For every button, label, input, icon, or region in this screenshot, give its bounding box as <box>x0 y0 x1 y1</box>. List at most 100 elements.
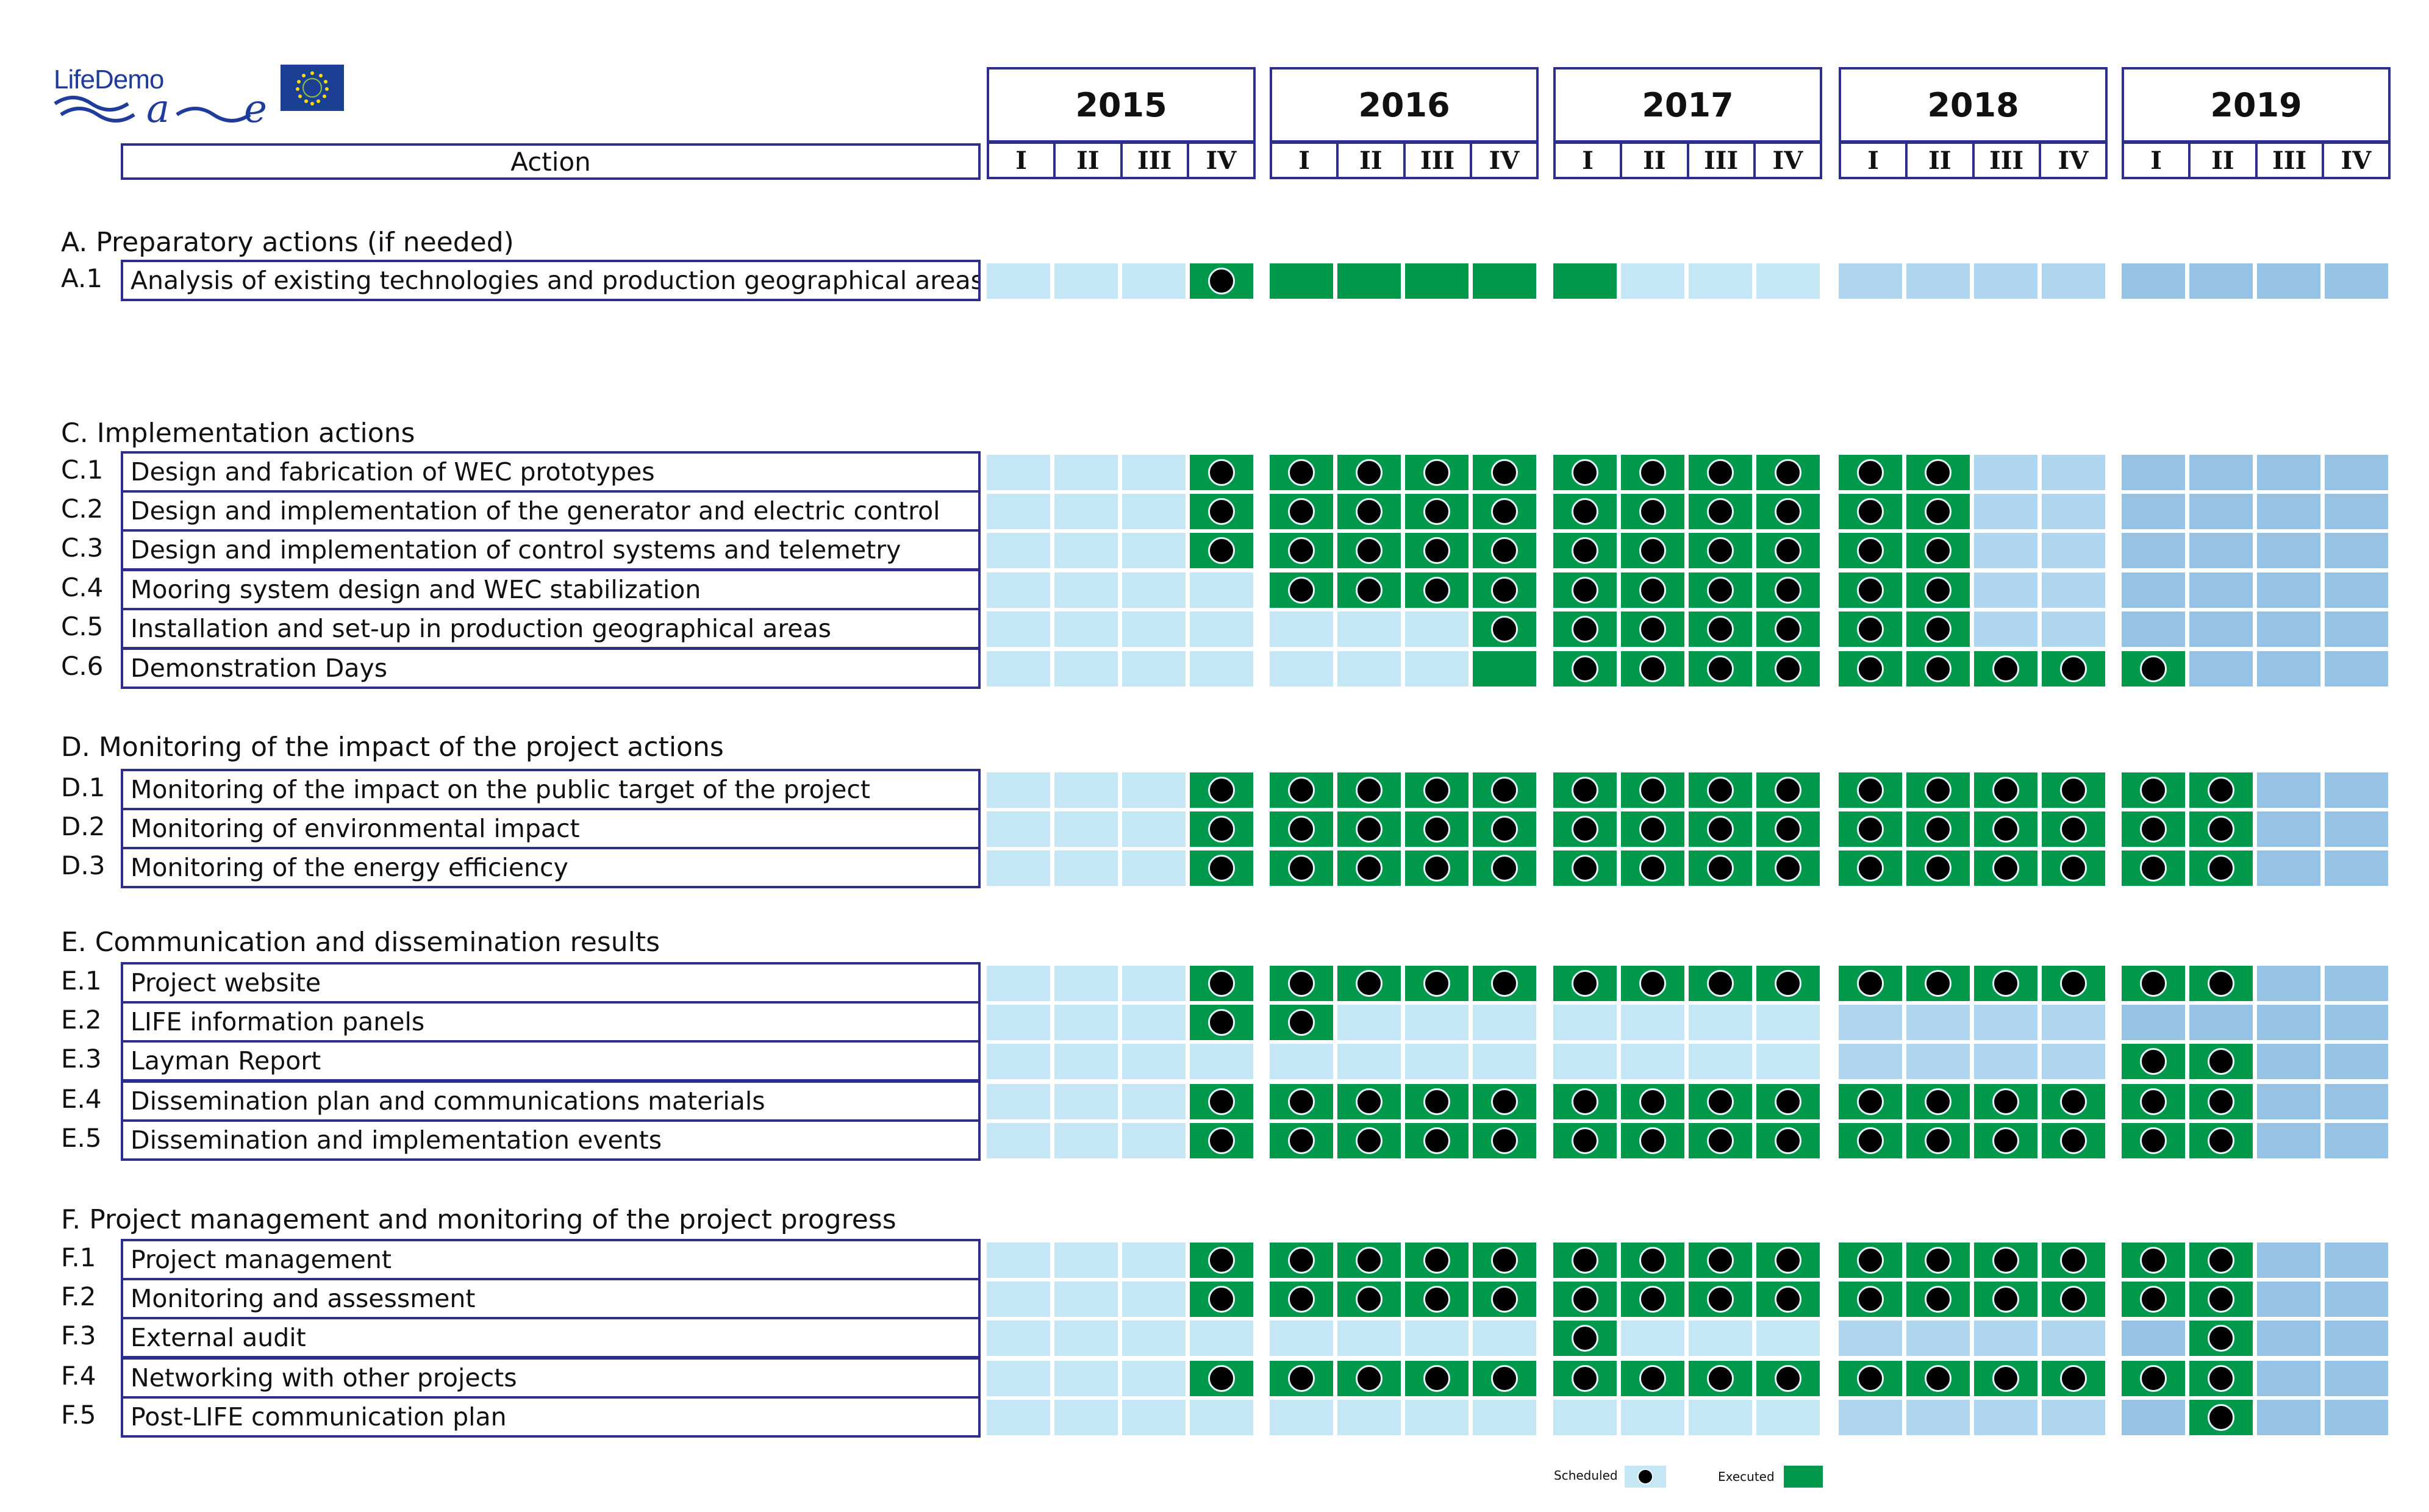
scheduled-dot-icon <box>1208 855 1235 882</box>
schedule-cell-empty <box>1337 612 1401 647</box>
section-title: A. Preparatory actions (if needed) <box>61 227 514 258</box>
schedule-cell-done <box>1689 966 1752 1001</box>
schedule-cell-done <box>1405 1282 1468 1317</box>
schedule-cell-empty <box>1756 1400 1820 1435</box>
schedule-cell-empty <box>1839 1400 1902 1435</box>
scheduled-dot-icon <box>1925 855 1951 882</box>
schedule-cell-done <box>1270 850 1333 886</box>
schedule-cell-done <box>1270 1123 1333 1158</box>
scheduled-dot-icon <box>1288 459 1315 486</box>
scheduled-dot-icon <box>1925 816 1951 843</box>
quarter-2019-III: III <box>2255 144 2322 177</box>
scheduled-dot-icon <box>1707 498 1734 525</box>
schedule-cell-empty <box>2257 1123 2320 1158</box>
schedule-cell-done <box>1337 1243 1401 1278</box>
scheduled-dot-icon <box>2208 1286 2234 1313</box>
scheduled-dot-icon <box>1992 655 2019 682</box>
action-description: Installation and set-up in production ge… <box>121 608 981 649</box>
schedule-cell-done <box>1906 651 1970 686</box>
scheduled-dot-icon <box>1925 970 1951 997</box>
schedule-cell-empty <box>1906 1321 1970 1356</box>
schedule-cell-done <box>1405 572 1468 608</box>
schedule-cell-done <box>1270 533 1333 568</box>
schedule-cell-done <box>2042 1243 2105 1278</box>
scheduled-dot-icon <box>1491 1286 1518 1313</box>
scheduled-dot-icon <box>1572 498 1598 525</box>
scheduled-dot-icon <box>1639 855 1666 882</box>
schedule-cell-empty <box>1553 1044 1617 1079</box>
action-description: Dissemination plan and communications ma… <box>121 1080 981 1122</box>
action-label: Networking with other projects <box>131 1363 517 1393</box>
schedule-cell-done <box>1906 1282 1970 1317</box>
schedule-cell-done <box>1974 966 2037 1001</box>
schedule-cell-done <box>1839 1361 1902 1396</box>
schedule-cell-done <box>1756 572 1820 608</box>
schedule-cell-done <box>1689 572 1752 608</box>
schedule-cell-done <box>1553 1123 1617 1158</box>
scheduled-dot-icon <box>1992 1088 2019 1115</box>
schedule-cell-empty <box>1270 651 1333 686</box>
action-description: Monitoring and assessment <box>121 1278 981 1319</box>
schedule-cell-done <box>1906 966 1970 1001</box>
schedule-cell-done <box>1405 966 1468 1001</box>
scheduled-dot-icon <box>1707 855 1734 882</box>
schedule-cell-done <box>1906 811 1970 847</box>
schedule-cell-executed <box>1473 651 1536 686</box>
schedule-cell-executed <box>1553 263 1617 299</box>
scheduled-dot-icon <box>1208 1247 1235 1274</box>
quarter-2016-IV: IV <box>1469 144 1536 177</box>
action-label: Monitoring of the energy efficiency <box>131 853 568 882</box>
scheduled-dot-icon <box>2208 1325 2234 1352</box>
schedule-cell-empty <box>1190 1321 1253 1356</box>
schedule-cell-empty <box>1122 455 1186 490</box>
schedule-cell-done <box>1756 651 1820 686</box>
scheduled-dot-icon <box>1992 1286 2019 1313</box>
schedule-cell-done <box>1337 1123 1401 1158</box>
schedule-cell-empty <box>1906 1044 1970 1079</box>
scheduled-dot-icon <box>1356 577 1383 604</box>
scheduled-dot-icon <box>1491 777 1518 804</box>
schedule-cell-done <box>1689 811 1752 847</box>
schedule-cell-empty <box>2325 612 2388 647</box>
schedule-cell-done <box>1689 1243 1752 1278</box>
schedule-cell-empty <box>2257 612 2320 647</box>
schedule-cell-empty <box>2257 533 2320 568</box>
schedule-cell-empty <box>1906 263 1970 299</box>
schedule-cell-empty <box>2042 1400 2105 1435</box>
scheduled-dot-icon <box>1637 1469 1653 1485</box>
action-description: Demonstration Days <box>121 647 981 689</box>
scheduled-dot-icon <box>1491 498 1518 525</box>
schedule-cell-done <box>1621 1282 1684 1317</box>
schedule-cell-done <box>1621 1243 1684 1278</box>
schedule-cell-empty <box>2325 1361 2388 1396</box>
schedule-cell-empty <box>1122 966 1186 1001</box>
schedule-cell-empty <box>1054 1005 1118 1040</box>
schedule-cell-empty <box>1839 1005 1902 1040</box>
scheduled-dot-icon <box>1356 537 1383 564</box>
scheduled-dot-icon <box>2208 816 2234 843</box>
schedule-cell-empty <box>2257 1361 2320 1396</box>
scheduled-dot-icon <box>1775 577 1801 604</box>
schedule-cell-done <box>1839 811 1902 847</box>
action-label: Monitoring of the impact on the public t… <box>131 775 870 804</box>
action-code: F.1 <box>61 1243 96 1272</box>
schedule-cell-done <box>1473 811 1536 847</box>
schedule-cell-done <box>1689 1361 1752 1396</box>
scheduled-dot-icon <box>2208 1127 2234 1154</box>
scheduled-dot-icon <box>1356 1247 1383 1274</box>
action-description: Networking with other projects <box>121 1357 981 1399</box>
scheduled-dot-icon <box>1925 655 1951 682</box>
schedule-cell-done <box>1270 1243 1333 1278</box>
scheduled-dot-icon <box>1288 1009 1315 1036</box>
schedule-cell-empty <box>2325 966 2388 1001</box>
scheduled-dot-icon <box>1639 1127 1666 1154</box>
schedule-cell-empty <box>1621 1321 1684 1356</box>
scheduled-dot-icon <box>1857 577 1884 604</box>
schedule-cell-empty <box>1689 1321 1752 1356</box>
schedule-cell-empty <box>1405 651 1468 686</box>
scheduled-dot-icon <box>1572 1247 1598 1274</box>
schedule-cell-empty <box>1122 1005 1186 1040</box>
schedule-cell-empty <box>2325 455 2388 490</box>
schedule-cell-done <box>1689 612 1752 647</box>
schedule-cell-done <box>2122 1282 2185 1317</box>
